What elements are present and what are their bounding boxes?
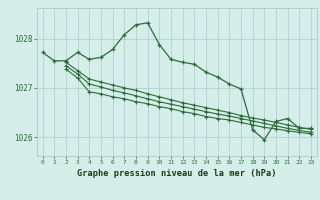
X-axis label: Graphe pression niveau de la mer (hPa): Graphe pression niveau de la mer (hPa): [77, 169, 276, 178]
